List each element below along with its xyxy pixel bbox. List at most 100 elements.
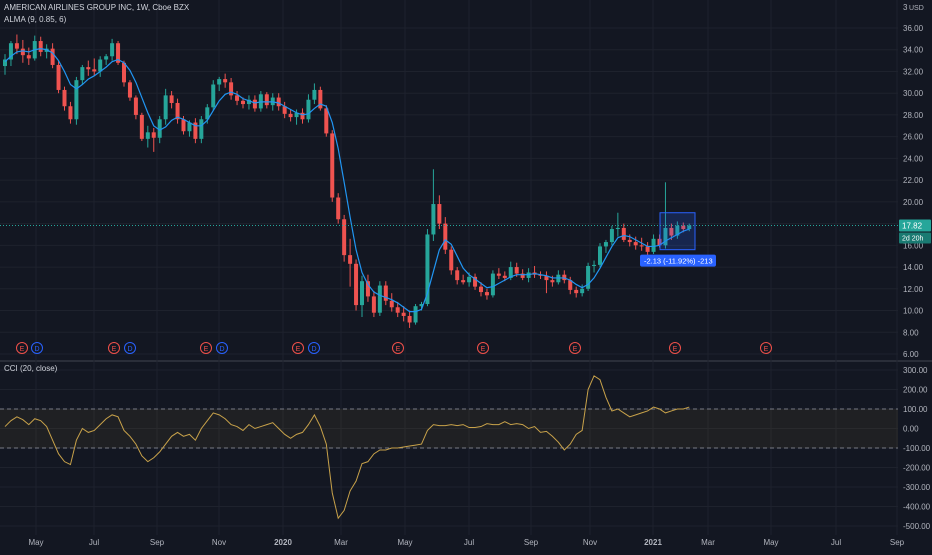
candle-body (74, 80, 79, 120)
candle-body (401, 312, 406, 316)
cci-legend[interactable]: CCI (20, close) (4, 364, 57, 373)
candle-body (675, 225, 680, 236)
candle-body (3, 59, 7, 67)
cci-tick-label: -500.00 (903, 522, 931, 531)
candle-body (645, 246, 650, 252)
candle-body (627, 239, 632, 243)
candle-body (50, 48, 55, 65)
candle-body (193, 122, 198, 139)
candle-body (514, 267, 519, 274)
candle-body (437, 204, 442, 224)
candle-body (151, 132, 156, 138)
candle-body (568, 280, 573, 290)
cci-tick-label: -100.00 (903, 444, 931, 453)
candle-body (80, 67, 85, 81)
dividend-marker (124, 342, 136, 354)
candle-body (496, 273, 501, 276)
cci-tick-label: 300.00 (903, 366, 928, 375)
candle-body (431, 204, 436, 235)
price-tick-label: 20.00 (903, 198, 924, 207)
price-axis[interactable]: 36.0034.0032.0030.0028.0026.0024.0022.00… (0, 3, 931, 359)
candle-body (479, 286, 483, 293)
cci-band-fill (0, 409, 898, 448)
dividend-marker (308, 342, 320, 354)
price-tick-label: 6.00 (903, 350, 919, 359)
price-tick-label: 24.00 (903, 154, 924, 163)
alma-legend[interactable]: ALMA (9, 0.85, 6) (4, 15, 67, 24)
candle-body (163, 95, 168, 120)
price-tick-label: 26.00 (903, 133, 924, 142)
symbol-legend[interactable]: AMERICAN AIRLINES GROUP INC, 1W, Cboe BZ… (4, 3, 190, 12)
candle-body (157, 119, 162, 138)
candle-body (282, 106, 287, 114)
candle-body (324, 108, 329, 134)
cci-axis[interactable]: 300.00 200.00 100.00 0.00 -100.00 -200.00 -300… (903, 366, 931, 531)
earnings-marker (200, 342, 212, 354)
time-tick-label: 2021 (644, 538, 662, 547)
countdown-label: 2d 20h (902, 236, 924, 243)
candle-body (520, 273, 525, 278)
candle-body (68, 106, 73, 120)
time-tick-label: 2020 (274, 538, 292, 547)
cci-tick-label: 0.00 (903, 425, 919, 434)
time-tick-label: Jul (464, 538, 474, 547)
candle-body (687, 225, 692, 230)
candle-body (110, 43, 115, 57)
time-tick-label: Jul (89, 538, 99, 547)
price-tick-label: 16.00 (903, 241, 924, 250)
candle-body (377, 285, 382, 313)
candle-body (175, 102, 180, 120)
earnings-marker-letter: E (204, 346, 209, 353)
candle-body (336, 197, 341, 220)
candle-body (490, 273, 495, 296)
cci-line (4, 375, 690, 520)
earnings-marker (292, 342, 304, 354)
candle-body (484, 292, 489, 296)
candle-body (461, 280, 466, 283)
dividend-marker (31, 342, 43, 354)
candle-body (288, 113, 293, 118)
candle-body (26, 55, 31, 59)
candle-body (98, 59, 103, 72)
time-tick-label: Mar (701, 538, 715, 547)
earnings-marker-letter: E (296, 346, 301, 353)
time-tick-label: Sep (150, 538, 165, 547)
time-tick-label: Jul (831, 538, 841, 547)
candle-body (443, 223, 448, 250)
measure-rectangle (659, 212, 696, 251)
candle-body (550, 280, 555, 283)
dividend-marker-letter: D (34, 346, 39, 353)
earnings-marker (569, 342, 581, 354)
measure-label: -2.13 (-11.92%) -213 (644, 257, 713, 266)
candle-body (264, 94, 269, 106)
earnings-marker (16, 342, 28, 354)
candle-body (574, 289, 579, 294)
candle-body (104, 56, 109, 60)
candle-body (354, 263, 359, 306)
candle-body (217, 79, 222, 85)
price-tick-label: 12.00 (903, 285, 924, 294)
candle-body (145, 132, 150, 139)
candle-body (294, 112, 299, 118)
time-tick-label: Sep (890, 538, 905, 547)
last-price-badge (899, 219, 931, 232)
price-axis-top-label: 3 (903, 3, 908, 12)
alma-line (4, 48, 690, 313)
dividend-marker-letter: D (311, 346, 316, 353)
candle-body (92, 69, 97, 72)
candle-body (383, 285, 388, 301)
price-tick-label: 32.00 (903, 67, 924, 76)
measure-box[interactable]: -2.13 (-11.92%) -213 (640, 212, 716, 267)
candle-body (122, 62, 126, 83)
time-axis[interactable]: May Jul Sep Nov 2020 Mar May Jul Sep Nov 2021 Mar Ma… (28, 538, 904, 547)
candle-body (133, 97, 138, 115)
cci-tick-label: -300.00 (903, 483, 931, 492)
candle-body (669, 227, 674, 236)
candle-body (139, 114, 144, 139)
candle-body (389, 300, 394, 308)
candle-body (20, 48, 25, 56)
candle-body (330, 133, 335, 198)
